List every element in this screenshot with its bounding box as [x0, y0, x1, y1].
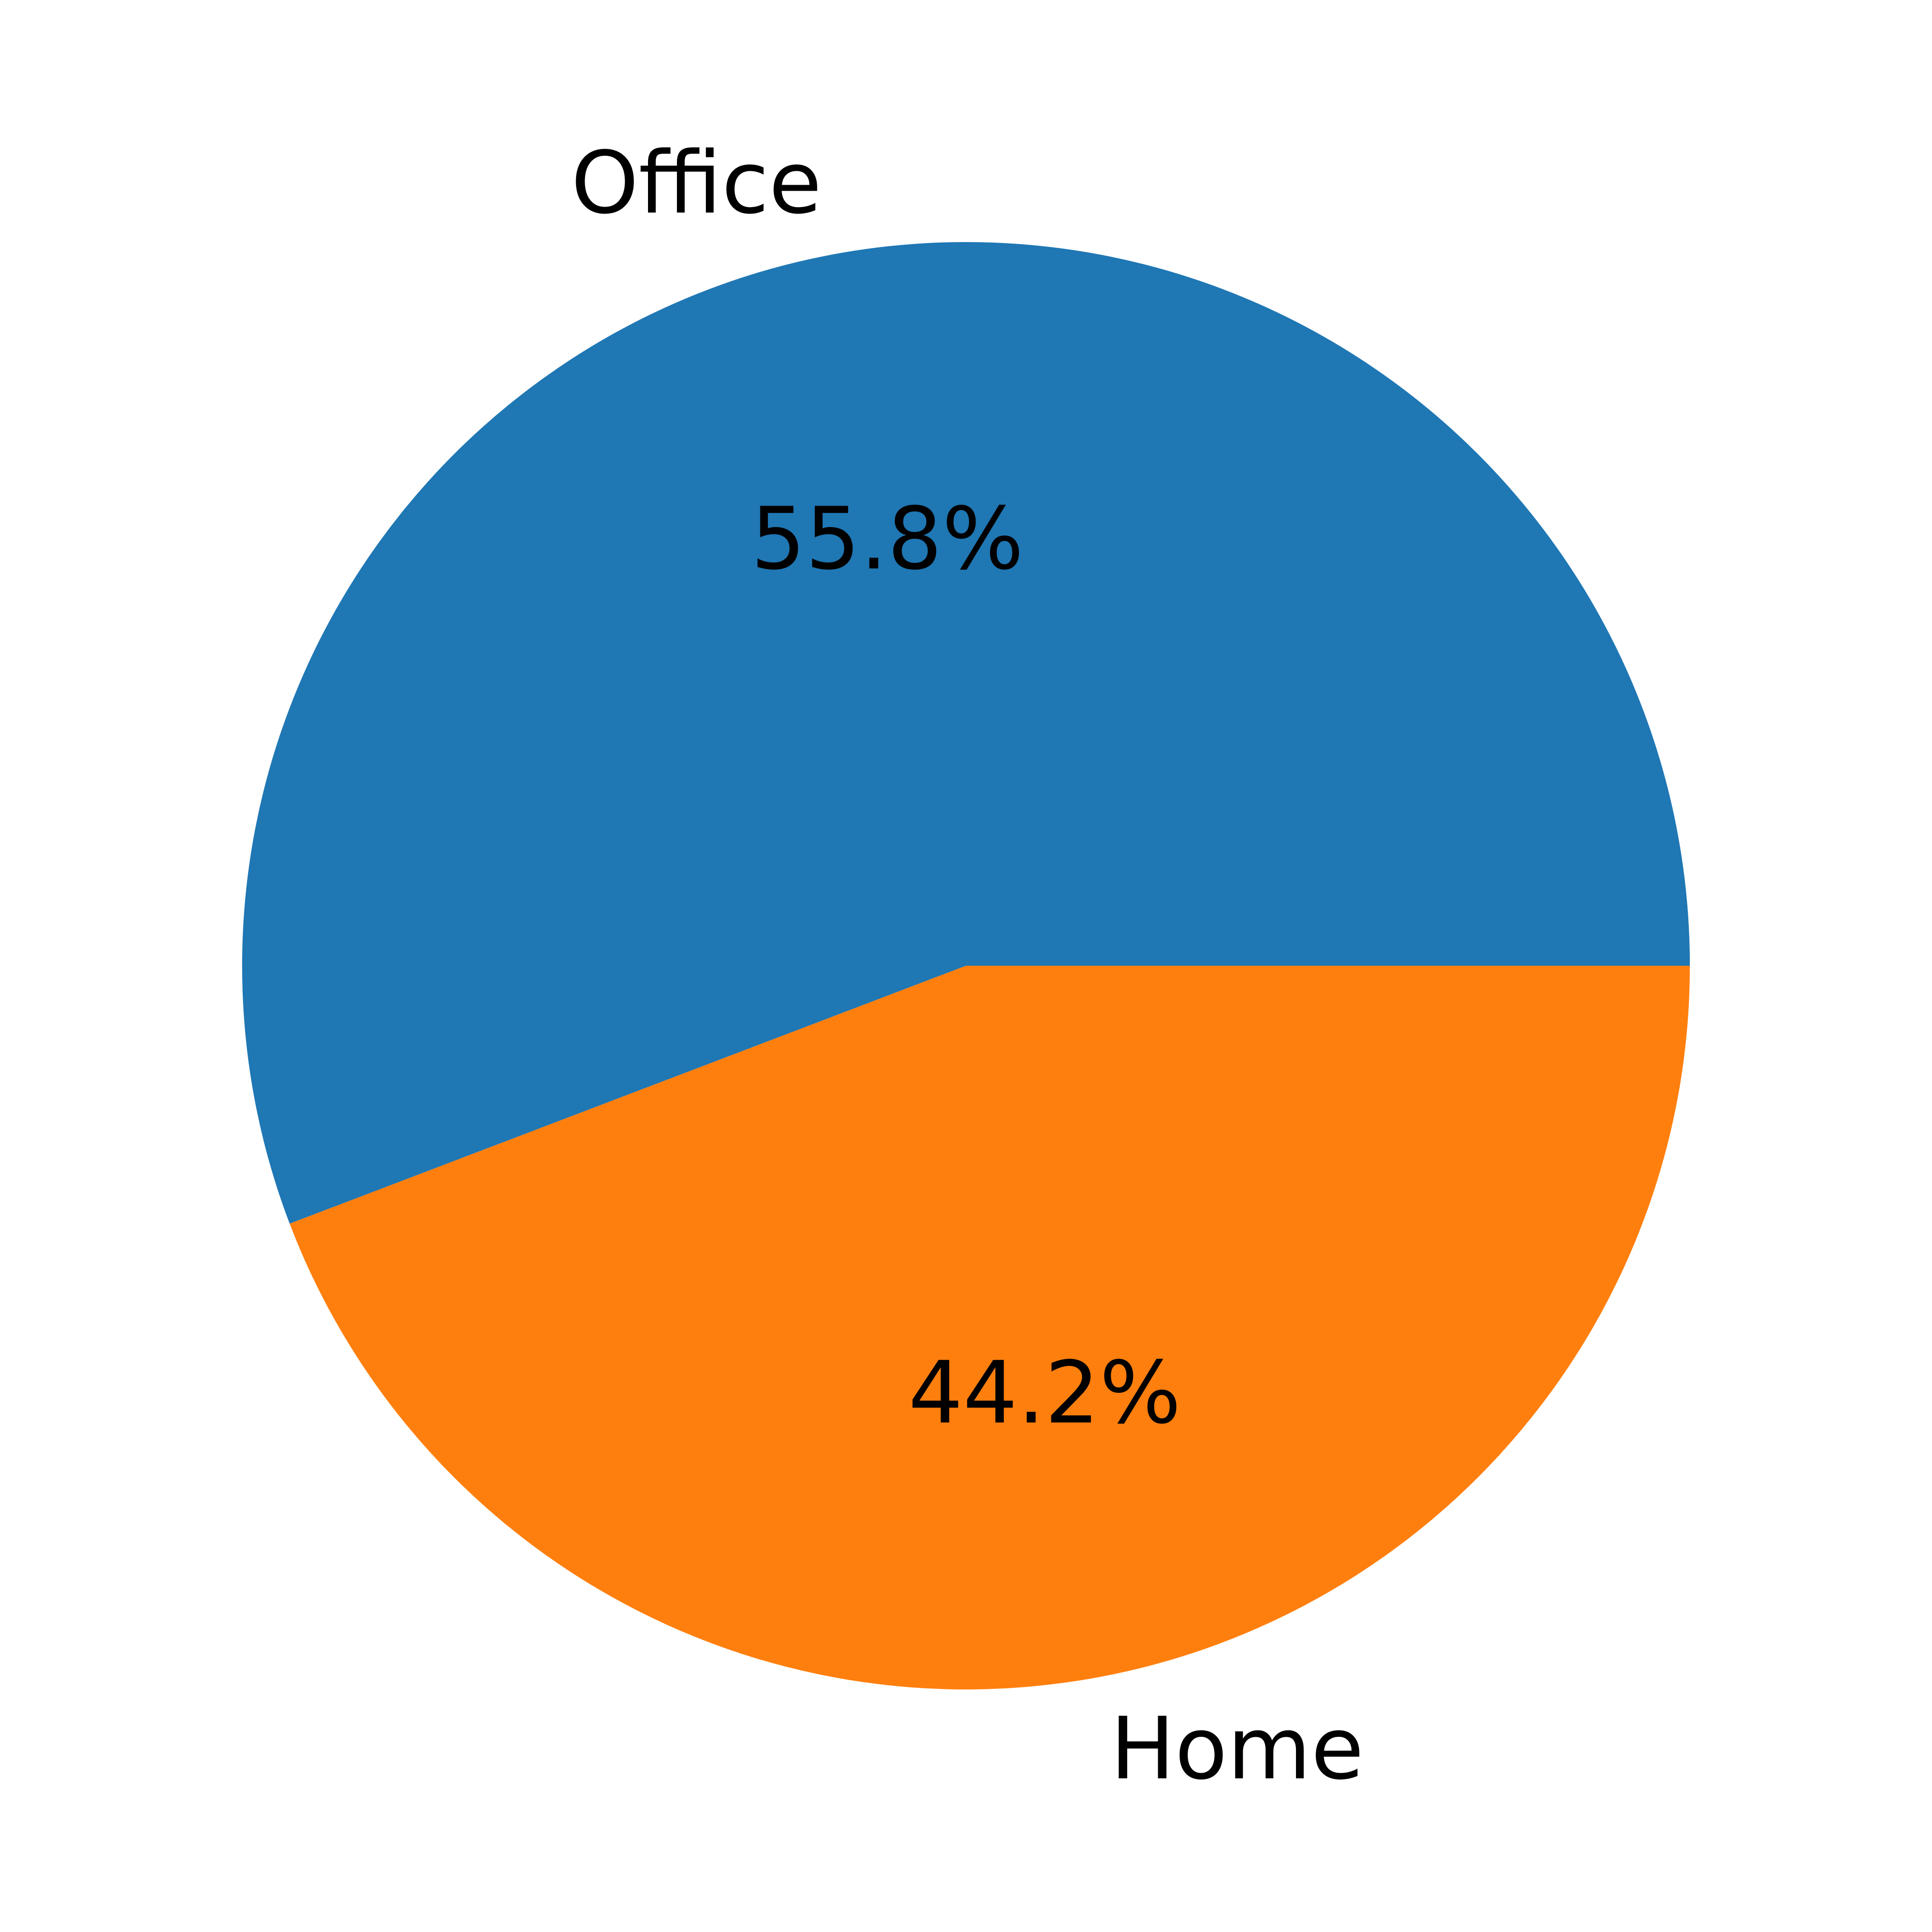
slice-percent-home: 44.2% — [908, 1343, 1181, 1443]
pie-slice-home — [290, 966, 1690, 1689]
pie-slice-office — [242, 242, 1690, 1224]
pie-slices — [242, 242, 1690, 1689]
pie-labels: Office 55.8% Home 44.2% — [571, 133, 1364, 1799]
slice-label-office: Office — [571, 133, 822, 233]
slice-label-home: Home — [1110, 1698, 1364, 1799]
slice-percent-office: 55.8% — [751, 489, 1023, 589]
